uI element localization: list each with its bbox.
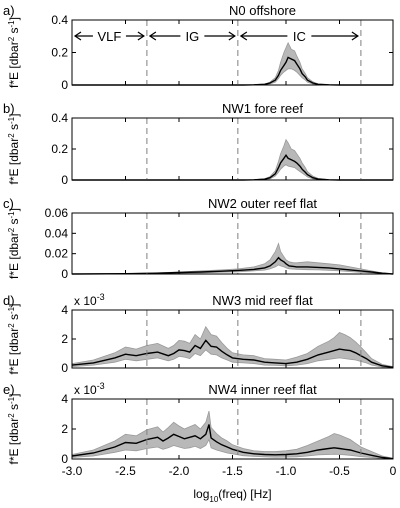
panel-title: NW3 mid reef flat xyxy=(212,293,313,308)
upper-bound-line xyxy=(71,242,394,275)
y-axis-label: f*E [dbar2 s-1] xyxy=(7,208,21,279)
y-multiplier: x 10-3 xyxy=(74,292,105,308)
x-tick-label: -3.0 xyxy=(62,464,83,478)
x-tick-label: -2.5 xyxy=(115,464,136,478)
arrowhead-left xyxy=(148,31,157,41)
arrowhead-right xyxy=(228,31,236,41)
panel-b: 0 0.2 0.4 b) NW1 fore reef f*E [dbar2 s-1] xyxy=(3,101,394,187)
upper-bound-line xyxy=(72,138,393,181)
band-label: IC xyxy=(293,29,306,44)
confidence-band xyxy=(72,139,393,180)
confidence-band xyxy=(72,411,393,459)
upper-bound-line xyxy=(71,410,394,459)
panel-letter: b) xyxy=(3,101,15,116)
x-tick-label: 0 xyxy=(390,464,397,478)
panel-title: NW4 inner reef flat xyxy=(208,382,317,397)
axes-box xyxy=(71,117,394,181)
panel-e: 0 2 4 e) NW4 inner reef flat x 10-3 f*E [dbar2… xyxy=(3,381,397,504)
arrowhead-right xyxy=(137,31,145,41)
x-tick-label: -1.0 xyxy=(276,464,297,478)
panel-title: NW2 outer reef flat xyxy=(208,196,317,211)
band-label: VLF xyxy=(98,29,122,44)
arrowhead-right xyxy=(351,31,359,41)
panel-letter: e) xyxy=(3,382,15,397)
confidence-band xyxy=(72,42,393,85)
y-tick-label: 4 xyxy=(61,303,68,317)
y-tick-label: 2 xyxy=(61,422,68,436)
y-tick-label: 0.2 xyxy=(51,46,68,60)
x-tick-label: -1.5 xyxy=(222,464,243,478)
y-multiplier: x 10-3 xyxy=(74,381,105,397)
confidence-band xyxy=(72,326,393,368)
y-tick-label: 0.4 xyxy=(51,13,68,27)
mean-spectrum-line xyxy=(71,339,394,368)
lower-bound-line xyxy=(71,438,394,460)
y-tick-label: 0.06 xyxy=(45,206,69,220)
upper-bound-line xyxy=(71,325,394,367)
panel-title: NW1 fore reef xyxy=(222,101,303,116)
y-tick-label: 0.04 xyxy=(45,226,69,240)
x-tick-label: -2.0 xyxy=(169,464,190,478)
y-tick-label: 0.4 xyxy=(51,111,68,125)
y-axis-label: f*E [dbar2 s-1] xyxy=(7,114,21,185)
y-axis-label: f*E [dbar2 s-1] xyxy=(7,17,21,88)
panel-d: 0 2 4 d) NW3 mid reef flat x 10-3 f*E [dbar2 s… xyxy=(3,292,394,375)
band-label: IG xyxy=(186,29,200,44)
y-tick-label: 4 xyxy=(61,392,68,406)
arrowhead-left xyxy=(73,31,82,41)
upper-bound-line xyxy=(72,41,393,86)
confidence-band xyxy=(72,243,393,274)
panel-letter: c) xyxy=(3,196,14,211)
y-tick-label: 0 xyxy=(61,78,68,92)
y-axis-label: f*E [dbar2 s-1] xyxy=(7,304,21,375)
panel-letter: d) xyxy=(3,293,15,308)
lower-bound-line xyxy=(71,264,394,275)
y-tick-label: 0.2 xyxy=(51,142,68,156)
y-tick-label: 0 xyxy=(61,452,68,466)
arrowhead-left xyxy=(239,31,248,41)
mean-spectrum-line xyxy=(71,424,394,460)
lower-bound-line xyxy=(71,349,394,369)
y-tick-label: 0 xyxy=(61,173,68,187)
y-tick-label: 0 xyxy=(61,267,68,281)
y-tick-label: 0 xyxy=(61,361,68,375)
mean-spectrum-line xyxy=(72,56,393,86)
panel-a: 0 0.2 0.4 a) N0 offshore f*E [dbar2 s-1] VLF IG… xyxy=(3,3,394,92)
x-tick-label: -0.5 xyxy=(329,464,350,478)
panel-title: N0 offshore xyxy=(229,3,296,18)
y-tick-label: 2 xyxy=(61,332,68,346)
axes-box xyxy=(71,212,394,275)
mean-spectrum-line xyxy=(71,256,394,275)
x-axis-label: log10(freq) [Hz] xyxy=(193,487,271,504)
panel-letter: a) xyxy=(3,3,15,18)
panel-c: 0 0.02 0.04 0.06 c) NW2 outer reef flat f*E [d… xyxy=(3,196,394,281)
y-tick-label: 0.02 xyxy=(45,247,69,261)
y-axis-label: f*E [dbar2 s-1] xyxy=(7,394,21,465)
